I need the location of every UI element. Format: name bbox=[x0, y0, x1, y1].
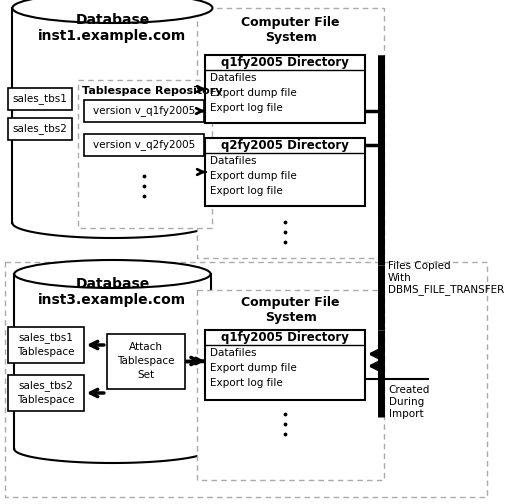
Text: q2fy2005 Directory: q2fy2005 Directory bbox=[221, 139, 349, 152]
Text: Files Copied
With
DBMS_FILE_TRANSFER: Files Copied With DBMS_FILE_TRANSFER bbox=[388, 261, 504, 295]
Polygon shape bbox=[13, 223, 213, 238]
FancyBboxPatch shape bbox=[205, 55, 365, 123]
FancyBboxPatch shape bbox=[197, 8, 384, 258]
FancyBboxPatch shape bbox=[8, 118, 72, 140]
FancyBboxPatch shape bbox=[197, 290, 384, 480]
FancyBboxPatch shape bbox=[8, 327, 84, 363]
Polygon shape bbox=[14, 449, 211, 463]
Text: sales_tbs2: sales_tbs2 bbox=[13, 123, 67, 135]
Text: Datafiles
Export dump file
Export log file: Datafiles Export dump file Export log fi… bbox=[209, 348, 296, 389]
FancyBboxPatch shape bbox=[14, 274, 211, 449]
FancyBboxPatch shape bbox=[13, 8, 213, 223]
Text: q1fy2005 Directory: q1fy2005 Directory bbox=[221, 56, 349, 69]
FancyBboxPatch shape bbox=[8, 88, 72, 110]
Text: sales_tbs1
Tablespace: sales_tbs1 Tablespace bbox=[17, 333, 75, 357]
FancyBboxPatch shape bbox=[78, 80, 212, 228]
FancyBboxPatch shape bbox=[5, 262, 487, 497]
Text: q1fy2005 Directory: q1fy2005 Directory bbox=[221, 331, 349, 344]
FancyBboxPatch shape bbox=[8, 375, 84, 411]
Text: sales_tbs1: sales_tbs1 bbox=[13, 94, 67, 104]
Text: Computer File
System: Computer File System bbox=[242, 16, 340, 44]
Text: Database
inst3.example.com: Database inst3.example.com bbox=[38, 277, 186, 307]
Ellipse shape bbox=[13, 0, 213, 23]
Text: sales_tbs2
Tablespace: sales_tbs2 Tablespace bbox=[17, 381, 75, 405]
FancyBboxPatch shape bbox=[84, 100, 204, 122]
Text: version v_q1fy2005: version v_q1fy2005 bbox=[93, 105, 195, 116]
FancyBboxPatch shape bbox=[205, 138, 365, 206]
Ellipse shape bbox=[14, 260, 211, 288]
Text: Datafiles
Export dump file
Export log file: Datafiles Export dump file Export log fi… bbox=[209, 156, 296, 197]
Text: Computer File
System: Computer File System bbox=[242, 296, 340, 324]
FancyBboxPatch shape bbox=[205, 330, 365, 400]
Text: Tablespace Repository: Tablespace Repository bbox=[82, 86, 223, 96]
Text: Attach
Tablespace
Set: Attach Tablespace Set bbox=[117, 342, 174, 380]
Text: version v_q2fy2005: version v_q2fy2005 bbox=[93, 140, 195, 151]
Text: Database
inst1.example.com: Database inst1.example.com bbox=[38, 13, 186, 43]
FancyBboxPatch shape bbox=[107, 334, 185, 389]
FancyBboxPatch shape bbox=[84, 134, 204, 156]
Text: Created
During
Import: Created During Import bbox=[388, 386, 430, 419]
Text: Datafiles
Export dump file
Export log file: Datafiles Export dump file Export log fi… bbox=[209, 73, 296, 113]
